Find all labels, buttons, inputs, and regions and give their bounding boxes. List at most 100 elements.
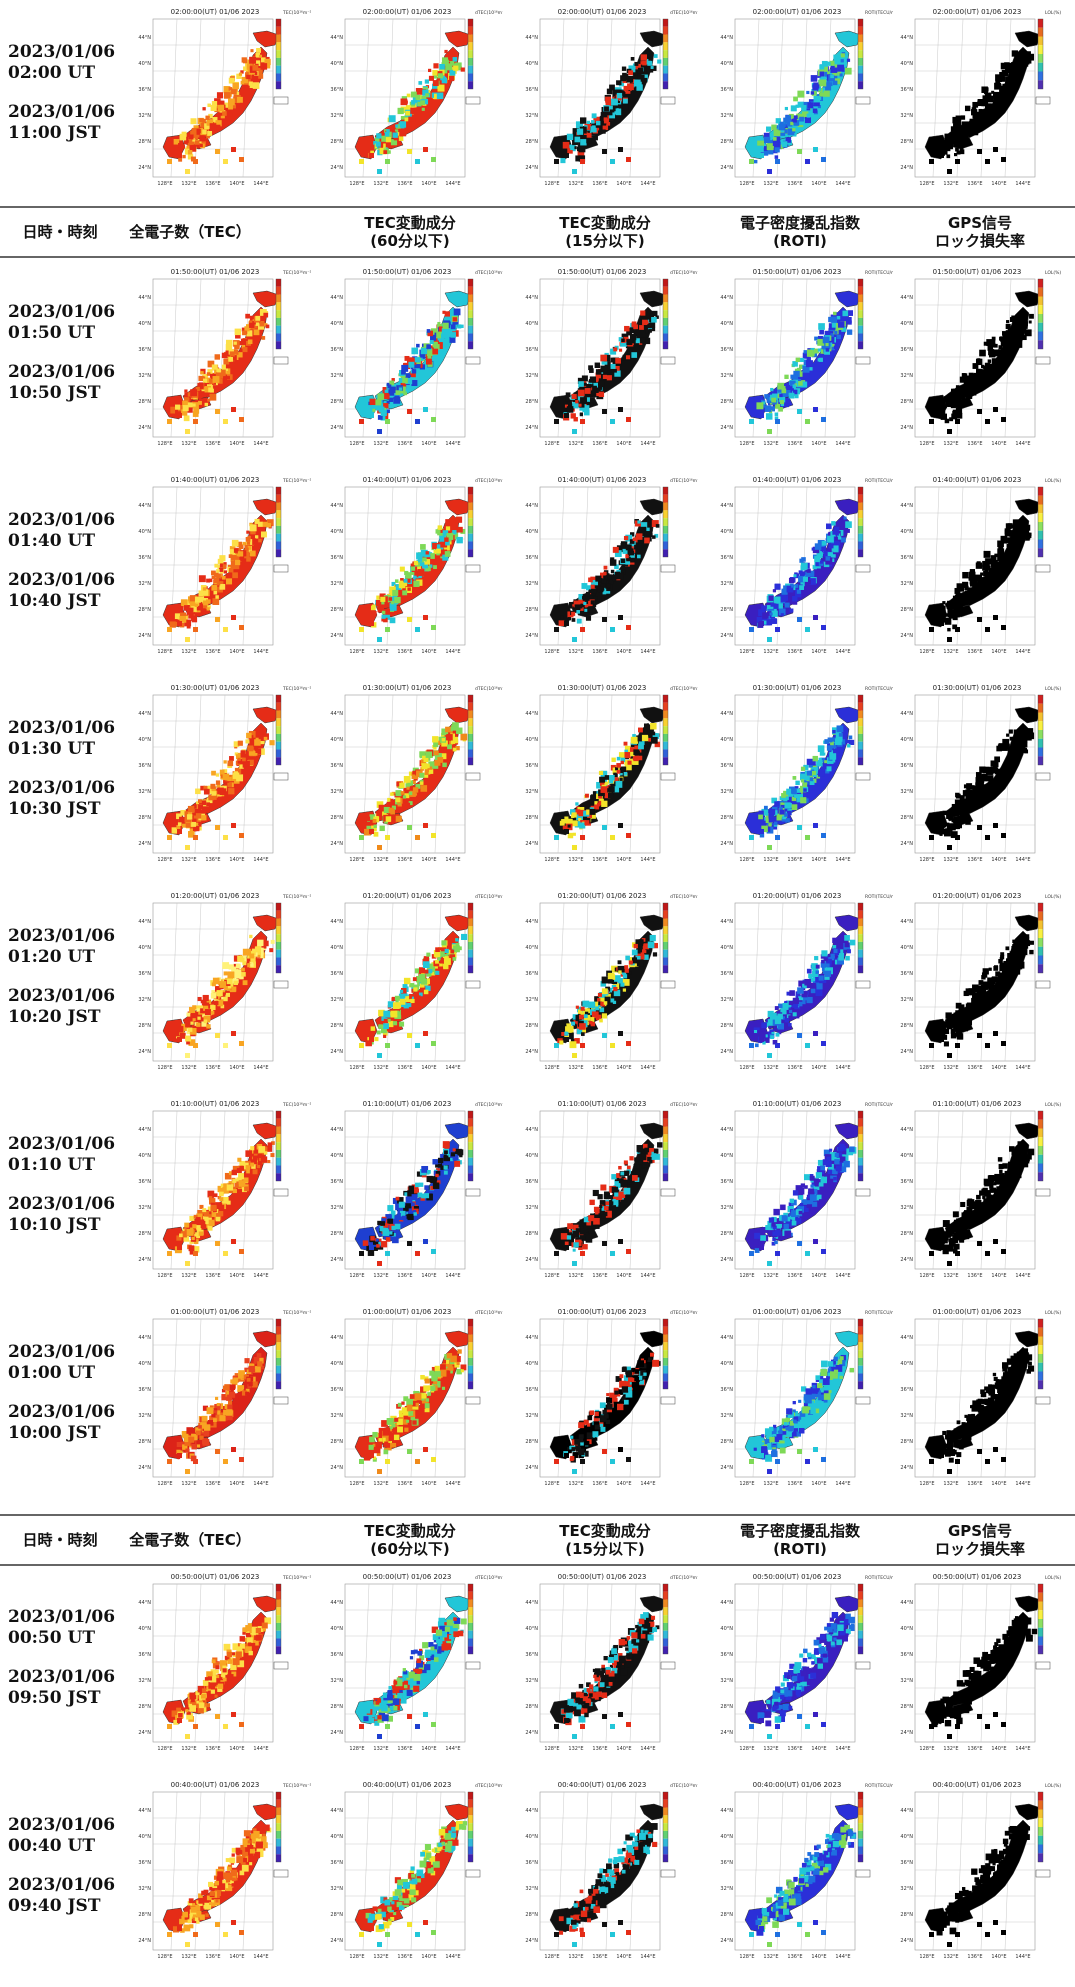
longitude-label: 132°E	[763, 1065, 778, 1071]
longitude-label: 128°E	[544, 857, 559, 863]
timestamp-label: 01:10:00(UT) 01/06 2023	[933, 1100, 1022, 1108]
map-svg: 00:40:00(UT) 01/06 2023 LOL(%) 44°N 40°N 36°…	[900, 1781, 1061, 1960]
latitude-label: 28°N	[900, 815, 913, 821]
latitude-label: 40°N	[525, 1626, 538, 1632]
latitude-label: 44°N	[330, 503, 343, 509]
latitude-label: 40°N	[720, 529, 733, 535]
longitude-label: 132°E	[373, 857, 388, 863]
latitude-label: 36°N	[900, 347, 913, 353]
colorbar-unit-label: dTEC(10¹⁶m⁻²)	[670, 1783, 698, 1789]
colorbar-unit-label: dTEC(10¹⁶m⁻²)	[670, 10, 698, 16]
latitude-label: 44°N	[900, 35, 913, 41]
jst-time-label: 2023/01/06 09:40 JST	[8, 1875, 116, 1916]
longitude-label: 140°E	[229, 1065, 244, 1071]
latitude-label: 32°N	[330, 113, 343, 119]
longitude-label: 132°E	[181, 1065, 196, 1071]
longitude-label: 132°E	[568, 181, 583, 187]
latitude-label: 36°N	[525, 971, 538, 977]
ut-time-label: 2023/01/06 01:30 UT	[8, 718, 116, 759]
longitude-label: 136°E	[205, 181, 220, 187]
header-datetime: 日時・時刻	[22, 1531, 98, 1549]
longitude-label: 128°E	[349, 1065, 364, 1071]
map-svg: 02:00:00(UT) 01/06 2023 dTEC(10¹⁶m⁻²) 44°N…	[330, 8, 503, 187]
timestamp-label: 00:40:00(UT) 01/06 2023	[363, 1781, 452, 1789]
longitude-label: 144°E	[445, 441, 460, 447]
longitude-label: 140°E	[616, 649, 631, 655]
longitude-label: 128°E	[349, 1954, 364, 1960]
longitude-label: 144°E	[835, 1065, 850, 1071]
longitude-label: 140°E	[616, 1065, 631, 1071]
latitude-label: 36°N	[900, 1387, 913, 1393]
longitude-label: 144°E	[1015, 1954, 1030, 1960]
latitude-label: 44°N	[720, 1600, 733, 1606]
latitude-label: 44°N	[720, 295, 733, 301]
latitude-label: 36°N	[900, 1652, 913, 1658]
latitude-label: 32°N	[330, 373, 343, 379]
longitude-label: 140°E	[229, 441, 244, 447]
colorbar-unit-label: ROTI(TECU/min)	[865, 1102, 893, 1108]
latitude-label: 24°N	[330, 1465, 343, 1471]
map-panel-dtec15: 00:50:00(UT) 01/06 2023 dTEC(10¹⁶m⁻²) 44°N…	[520, 1570, 698, 1768]
latitude-label: 32°N	[900, 789, 913, 795]
latitude-label: 44°N	[525, 35, 538, 41]
latitude-label: 40°N	[525, 737, 538, 743]
latitude-label: 36°N	[900, 1860, 913, 1866]
latitude-label: 36°N	[900, 87, 913, 93]
latitude-label: 24°N	[900, 165, 913, 171]
latitude-label: 44°N	[720, 1127, 733, 1133]
longitude-label: 128°E	[157, 1746, 172, 1752]
colorbar-unit-label: dTEC(10¹⁶m⁻²)	[475, 1310, 503, 1316]
map-svg: 01:00:00(UT) 01/06 2023 dTEC(10¹⁶m⁻²) 44°N…	[525, 1308, 698, 1487]
latitude-label: 44°N	[525, 1600, 538, 1606]
latitude-label: 28°N	[138, 139, 151, 145]
longitude-label: 128°E	[739, 1746, 754, 1752]
latitude-label: 32°N	[900, 1678, 913, 1684]
longitude-label: 128°E	[919, 181, 934, 187]
longitude-label: 132°E	[763, 1954, 778, 1960]
colorbar-unit-label: dTEC(10¹⁶m⁻²)	[475, 686, 503, 692]
header-gps: GPS信号 ロック損失率	[934, 1522, 1025, 1558]
longitude-label: 128°E	[544, 181, 559, 187]
latitude-label: 24°N	[138, 425, 151, 431]
map-panel-dtec60: 01:10:00(UT) 01/06 2023 dTEC(10¹⁶m⁻²) 44°N…	[325, 1097, 503, 1295]
latitude-label: 24°N	[138, 1465, 151, 1471]
map-panel-dtec60: 01:30:00(UT) 01/06 2023 dTEC(10¹⁶m⁻²) 44°N…	[325, 681, 503, 879]
longitude-label: 128°E	[919, 441, 934, 447]
latitude-label: 40°N	[330, 737, 343, 743]
colorbar-unit-label: dTEC(10¹⁶m⁻²)	[475, 1575, 503, 1581]
colorbar-unit-label: LOL(%)	[1045, 1575, 1061, 1581]
latitude-label: 44°N	[138, 1600, 151, 1606]
longitude-label: 144°E	[253, 1954, 268, 1960]
latitude-label: 28°N	[900, 1704, 913, 1710]
latitude-label: 24°N	[138, 633, 151, 639]
map-svg: 01:40:00(UT) 01/06 2023 LOL(%) 44°N 40°N 36°…	[900, 476, 1061, 655]
map-svg: 01:40:00(UT) 01/06 2023 ROTI(TECU/min) 44°…	[720, 476, 893, 655]
time-row: 2023/01/06 01:00 UT 2023/01/06 10:00 JST 01:…	[0, 1300, 1075, 1500]
longitude-label: 132°E	[568, 1481, 583, 1487]
latitude-label: 40°N	[900, 61, 913, 67]
jst-time-label: 2023/01/06 10:40 JST	[8, 570, 116, 611]
latitude-label: 40°N	[138, 529, 151, 535]
latitude-label: 44°N	[900, 503, 913, 509]
latitude-label: 24°N	[525, 1730, 538, 1736]
longitude-label: 128°E	[157, 1273, 172, 1279]
latitude-label: 28°N	[525, 1704, 538, 1710]
latitude-label: 36°N	[720, 1179, 733, 1185]
latitude-label: 28°N	[720, 1439, 733, 1445]
time-row: 2023/01/06 01:40 UT 2023/01/06 10:40 JST 01:…	[0, 468, 1075, 668]
map-panel-dtec15: 01:50:00(UT) 01/06 2023 dTEC(10¹⁶m⁻²) 44°N…	[520, 265, 698, 463]
longitude-label: 144°E	[835, 1481, 850, 1487]
longitude-label: 136°E	[205, 1954, 220, 1960]
map-svg: 00:50:00(UT) 01/06 2023 ROTI(TECU/min) 44°…	[720, 1573, 893, 1752]
longitude-label: 144°E	[835, 1273, 850, 1279]
longitude-label: 132°E	[763, 649, 778, 655]
map-panel-dtec60: 01:40:00(UT) 01/06 2023 dTEC(10¹⁶m⁻²) 44°N…	[325, 473, 503, 671]
map-panel-lol: 01:10:00(UT) 01/06 2023 LOL(%) 44°N 40°N 36°…	[895, 1097, 1073, 1295]
latitude-label: 24°N	[138, 841, 151, 847]
colorbar-unit-label: ROTI(TECU/min)	[865, 478, 893, 484]
longitude-label: 128°E	[349, 1273, 364, 1279]
timestamp-label: 01:20:00(UT) 01/06 2023	[171, 892, 260, 900]
longitude-label: 128°E	[544, 1954, 559, 1960]
timestamp-label: 00:40:00(UT) 01/06 2023	[558, 1781, 647, 1789]
longitude-label: 140°E	[991, 649, 1006, 655]
